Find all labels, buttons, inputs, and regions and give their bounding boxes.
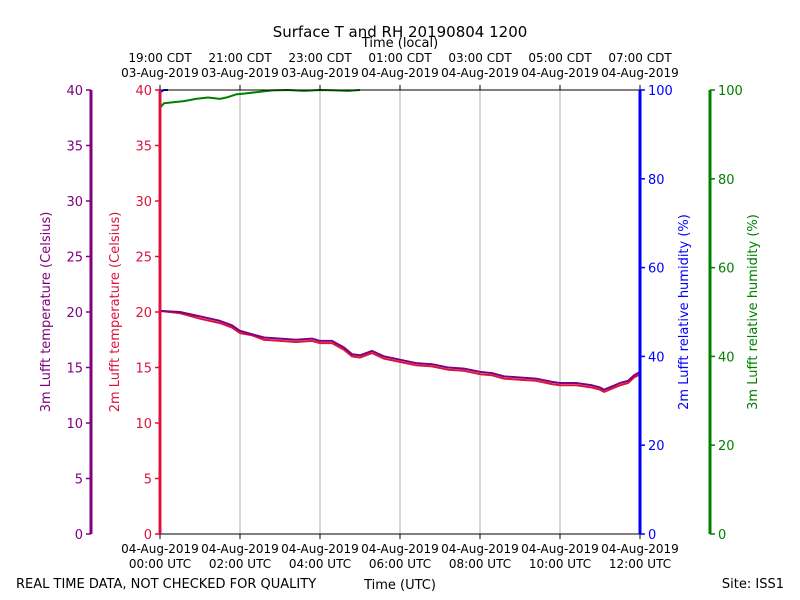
rh2m-tick-label: 0 — [648, 528, 656, 543]
rh3m-tick-label: 20 — [718, 439, 735, 454]
x-tick-label-time: 08:00 UTC — [449, 557, 511, 571]
t2m-tick-label: 40 — [135, 84, 152, 99]
x-tick-label-time: 06:00 UTC — [369, 557, 431, 571]
top-tick-label-time: 23:00 CDT — [288, 51, 352, 65]
rh2m-axis-title: 2m Lufft relative humidity (%) — [677, 214, 692, 410]
x-tick-label-time: 12:00 UTC — [609, 557, 671, 571]
axes-layer — [86, 89, 715, 535]
t2m-tick-label: 25 — [135, 251, 152, 266]
x-tick-label-date: 04-Aug-2019 — [281, 542, 359, 556]
top-tick-label-date: 04-Aug-2019 — [521, 66, 599, 80]
series-rh3m-line — [159, 89, 361, 109]
rh2m-tick-label: 60 — [648, 262, 665, 277]
top-tick-label-time: 05:00 CDT — [528, 51, 592, 65]
t3m-tick-label: 5 — [75, 473, 83, 488]
x-tick-label-date: 04-Aug-2019 — [201, 542, 279, 556]
rh2m-tick-label: 20 — [648, 439, 665, 454]
t3m-tick-label: 30 — [66, 195, 83, 210]
t3m-tick-label: 15 — [66, 362, 83, 377]
top-tick-label-time: 19:00 CDT — [128, 51, 192, 65]
t3m-tick-label: 0 — [75, 528, 83, 543]
rh2m-tick-label: 40 — [648, 350, 665, 365]
top-tick-label-date: 04-Aug-2019 — [601, 66, 679, 80]
x-tick-label-date: 04-Aug-2019 — [121, 542, 199, 556]
rh3m-tick-label: 0 — [718, 528, 726, 543]
chart-title: Surface T and RH 20190804 1200 — [273, 23, 528, 41]
t3m-tick-label: 20 — [66, 306, 83, 321]
rh3m-tick-label: 80 — [718, 173, 735, 188]
top-tick-label-time: 03:00 CDT — [448, 51, 512, 65]
top-tick-label-date: 03-Aug-2019 — [201, 66, 279, 80]
series-t3m-line — [159, 309, 641, 391]
t3m-tick-label: 35 — [66, 140, 83, 155]
rh2m-tick-label: 100 — [648, 84, 673, 99]
rh2m-tick-label: 80 — [648, 173, 665, 188]
x-axis-label: Time (UTC) — [363, 578, 436, 593]
quality-disclaimer: REAL TIME DATA, NOT CHECKED FOR QUALITY — [16, 577, 316, 592]
top-tick-label-date: 03-Aug-2019 — [281, 66, 359, 80]
t2m-tick-label: 10 — [135, 417, 152, 432]
x-tick-label-time: 02:00 UTC — [209, 557, 271, 571]
series-t2m-line — [159, 309, 641, 393]
top-tick-label-date: 04-Aug-2019 — [361, 66, 439, 80]
t2m-tick-label: 15 — [135, 362, 152, 377]
top-axis-title: Time (local) — [361, 36, 438, 51]
t2m-tick-label: 5 — [144, 473, 152, 488]
x-gridlines — [239, 90, 561, 534]
top-tick-label-time: 07:00 CDT — [608, 51, 672, 65]
top-tick-label-time: 21:00 CDT — [208, 51, 272, 65]
t3m-tick-label: 25 — [66, 251, 83, 266]
site-label: Site: ISS1 — [722, 577, 784, 592]
rh3m-axis-title: 3m Lufft relative humidity (%) — [746, 214, 761, 410]
x-tick-label-time: 04:00 UTC — [289, 557, 351, 571]
top-tick-label-time: 01:00 CDT — [368, 51, 432, 65]
x-tick-label-time: 00:00 UTC — [129, 557, 191, 571]
top-tick-label-date: 04-Aug-2019 — [441, 66, 519, 80]
top-tick-label-date: 03-Aug-2019 — [121, 66, 199, 80]
x-tick-label-date: 04-Aug-2019 — [441, 542, 519, 556]
t2m-tick-label: 20 — [135, 306, 152, 321]
t2m-tick-label: 0 — [144, 528, 152, 543]
x-tick-label-date: 04-Aug-2019 — [521, 542, 599, 556]
t3m-tick-label: 10 — [66, 417, 83, 432]
t2m-tick-label: 35 — [135, 140, 152, 155]
rh3m-tick-label: 60 — [718, 262, 735, 277]
x-tick-label-date: 04-Aug-2019 — [361, 542, 439, 556]
rh3m-tick-label: 40 — [718, 350, 735, 365]
x-tick-label-time: 10:00 UTC — [529, 557, 591, 571]
t2m-tick-label: 30 — [135, 195, 152, 210]
rh3m-tick-label: 100 — [718, 84, 743, 99]
t3m-tick-label: 40 — [66, 84, 83, 99]
t3m-axis-title: 3m Lufft temperature (Celsius) — [39, 212, 54, 413]
t2m-axis-title: 2m Lufft temperature (Celsius) — [108, 212, 123, 413]
x-tick-label-date: 04-Aug-2019 — [601, 542, 679, 556]
